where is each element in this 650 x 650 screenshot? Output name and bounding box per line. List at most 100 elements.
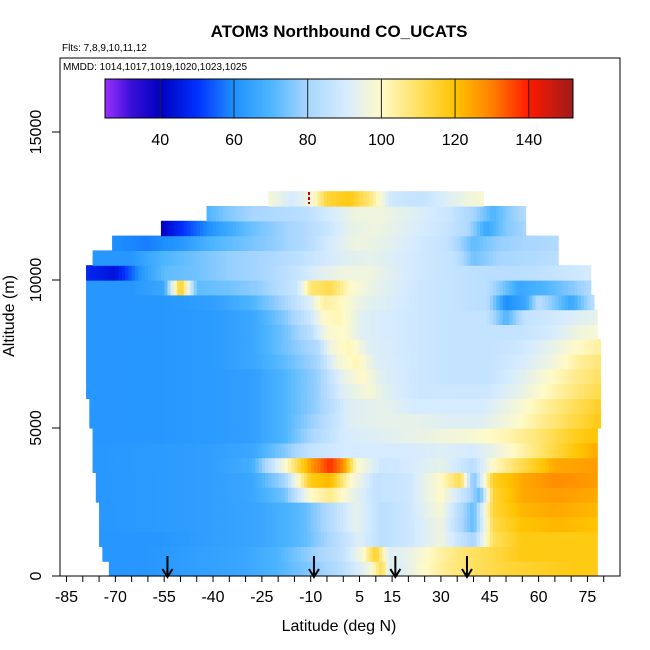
heatmap-cell	[291, 502, 296, 518]
heatmap-cell	[431, 428, 436, 444]
heatmap-cell	[405, 516, 409, 533]
heatmap-cell	[157, 502, 162, 518]
heatmap-cell	[379, 472, 383, 488]
heatmap-cell	[193, 531, 198, 547]
heatmap-cell	[190, 294, 195, 311]
heatmap-cell	[160, 220, 165, 237]
heatmap-cell	[401, 324, 406, 340]
heatmap-cell	[519, 413, 523, 429]
heatmap-cell	[167, 546, 172, 562]
heatmap-cell	[427, 442, 432, 459]
heatmap-cell	[229, 442, 234, 459]
heatmap-cell	[320, 487, 325, 503]
heatmap-cell	[265, 428, 269, 444]
heatmap-cell	[509, 398, 514, 414]
heatmap-cell	[580, 561, 585, 577]
heatmap-cell	[548, 339, 553, 355]
heatmap-cell	[323, 354, 328, 370]
heatmap-cell	[336, 487, 341, 503]
heatmap-cell	[317, 472, 322, 488]
heatmap-cell	[567, 413, 572, 429]
heatmap-cell	[304, 368, 309, 385]
heatmap-cell	[590, 487, 595, 503]
heatmap-cell	[499, 250, 504, 266]
heatmap-cell	[447, 265, 452, 281]
heatmap-cell	[567, 472, 572, 488]
heatmap-cell	[587, 294, 592, 311]
heatmap-cell	[584, 487, 589, 503]
heatmap-cell	[379, 235, 383, 251]
heatmap-cell	[473, 294, 478, 311]
heatmap-cell	[564, 413, 569, 429]
heatmap-cell	[245, 339, 250, 355]
heatmap-cell	[388, 191, 393, 207]
heatmap-cell	[538, 398, 543, 414]
heatmap-cell	[160, 457, 165, 473]
heatmap-cell	[333, 324, 338, 340]
heatmap-cell	[567, 294, 572, 311]
heatmap-cell	[131, 294, 136, 311]
heatmap-cell	[157, 324, 162, 340]
heatmap-cell	[177, 309, 182, 325]
heatmap-cell	[173, 502, 178, 518]
heatmap-cell	[437, 398, 442, 414]
heatmap-cell	[369, 309, 374, 325]
heatmap-cell	[473, 324, 478, 340]
heatmap-cell	[265, 516, 269, 533]
heatmap-cell	[128, 413, 133, 429]
heatmap-cell	[170, 309, 175, 325]
heatmap-cell	[424, 250, 429, 266]
heatmap-cell	[180, 531, 185, 547]
heatmap-cell	[92, 413, 97, 429]
heatmap-cell	[590, 383, 595, 399]
heatmap-cell	[388, 383, 393, 399]
heatmap-cell	[597, 398, 602, 414]
heatmap-cell	[421, 516, 426, 533]
heatmap-cell	[284, 339, 289, 355]
heatmap-cell	[515, 546, 520, 562]
heatmap-cell	[118, 516, 123, 533]
heatmap-cell	[580, 487, 585, 503]
heatmap-cell	[317, 413, 322, 429]
heatmap-cell	[447, 457, 452, 473]
heatmap-cell	[356, 368, 361, 385]
heatmap-cell	[252, 457, 256, 473]
heatmap-cell	[95, 487, 100, 503]
heatmap-cell	[118, 546, 123, 562]
heatmap-cell	[330, 235, 335, 251]
heatmap-cell	[414, 383, 419, 399]
heatmap-cell	[131, 413, 136, 429]
heatmap-cell	[186, 339, 191, 355]
heatmap-cell	[574, 354, 579, 370]
heatmap-cell	[356, 398, 361, 414]
heatmap-cell	[300, 368, 305, 385]
heatmap-cell	[206, 546, 211, 562]
heatmap-cell	[395, 516, 400, 533]
heatmap-cell	[287, 383, 292, 399]
heatmap-cell	[457, 442, 462, 459]
heatmap-cell	[86, 368, 90, 385]
heatmap-cell	[489, 324, 494, 340]
heatmap-cell	[496, 398, 501, 414]
heatmap-cell	[411, 368, 416, 385]
heatmap-cell	[89, 398, 94, 414]
heatmap-cell	[496, 413, 501, 429]
heatmap-cell	[261, 206, 266, 222]
heatmap-cell	[112, 561, 116, 577]
heatmap-cell	[108, 442, 113, 459]
heatmap-cell	[382, 487, 387, 503]
heatmap-cell	[151, 265, 156, 281]
heatmap-cell	[333, 235, 338, 251]
heatmap-cell	[349, 472, 354, 488]
heatmap-cell	[118, 250, 123, 266]
heatmap-cell	[297, 502, 302, 518]
heatmap-cell	[99, 383, 103, 399]
heatmap-cell	[307, 502, 312, 518]
heatmap-cell	[385, 368, 390, 385]
heatmap-cell	[486, 546, 491, 562]
heatmap-cell	[388, 206, 393, 222]
heatmap-cell	[427, 398, 432, 414]
heatmap-cell	[186, 324, 191, 340]
heatmap-cell	[392, 294, 396, 311]
heatmap-cell	[401, 265, 406, 281]
